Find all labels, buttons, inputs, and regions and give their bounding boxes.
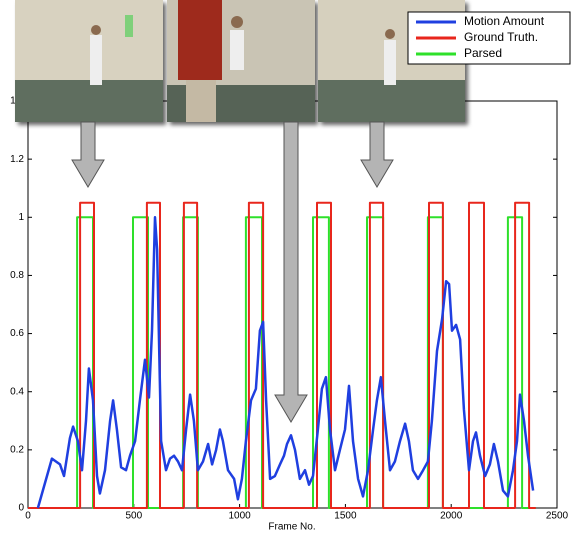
x-tick-label: 0	[25, 511, 31, 522]
thumbnail	[167, 0, 315, 122]
x-axis-label: Frame No.	[268, 522, 315, 533]
thumbnails	[15, 0, 465, 422]
legend: Motion Amount Ground Truth. Parsed	[408, 12, 570, 64]
y-tick-label: 0.2	[10, 444, 24, 455]
legend-label: Motion Amount	[464, 14, 545, 28]
y-tick-label: 0.6	[10, 328, 24, 339]
x-tick-label: 1500	[334, 511, 357, 522]
series-line	[28, 217, 536, 508]
y-tick-label: 1	[18, 212, 24, 223]
x-tick-label: 2500	[546, 511, 569, 522]
thumbnail	[15, 0, 163, 122]
x-tick-label: 2000	[440, 511, 463, 522]
legend-label: Ground Truth.	[464, 30, 538, 44]
y-tick-label: 0	[18, 503, 24, 514]
y-tick-label: 0.4	[10, 386, 24, 397]
x-tick-label: 500	[125, 511, 142, 522]
y-tick-label: 1.2	[10, 154, 24, 165]
y-tick-label: 0.8	[10, 270, 24, 281]
x-tick-label: 1000	[228, 511, 251, 522]
legend-label: Parsed	[464, 46, 502, 60]
arrows	[72, 122, 393, 422]
chart: 00.20.40.60.811.21.405001000150020002500…	[0, 0, 572, 536]
